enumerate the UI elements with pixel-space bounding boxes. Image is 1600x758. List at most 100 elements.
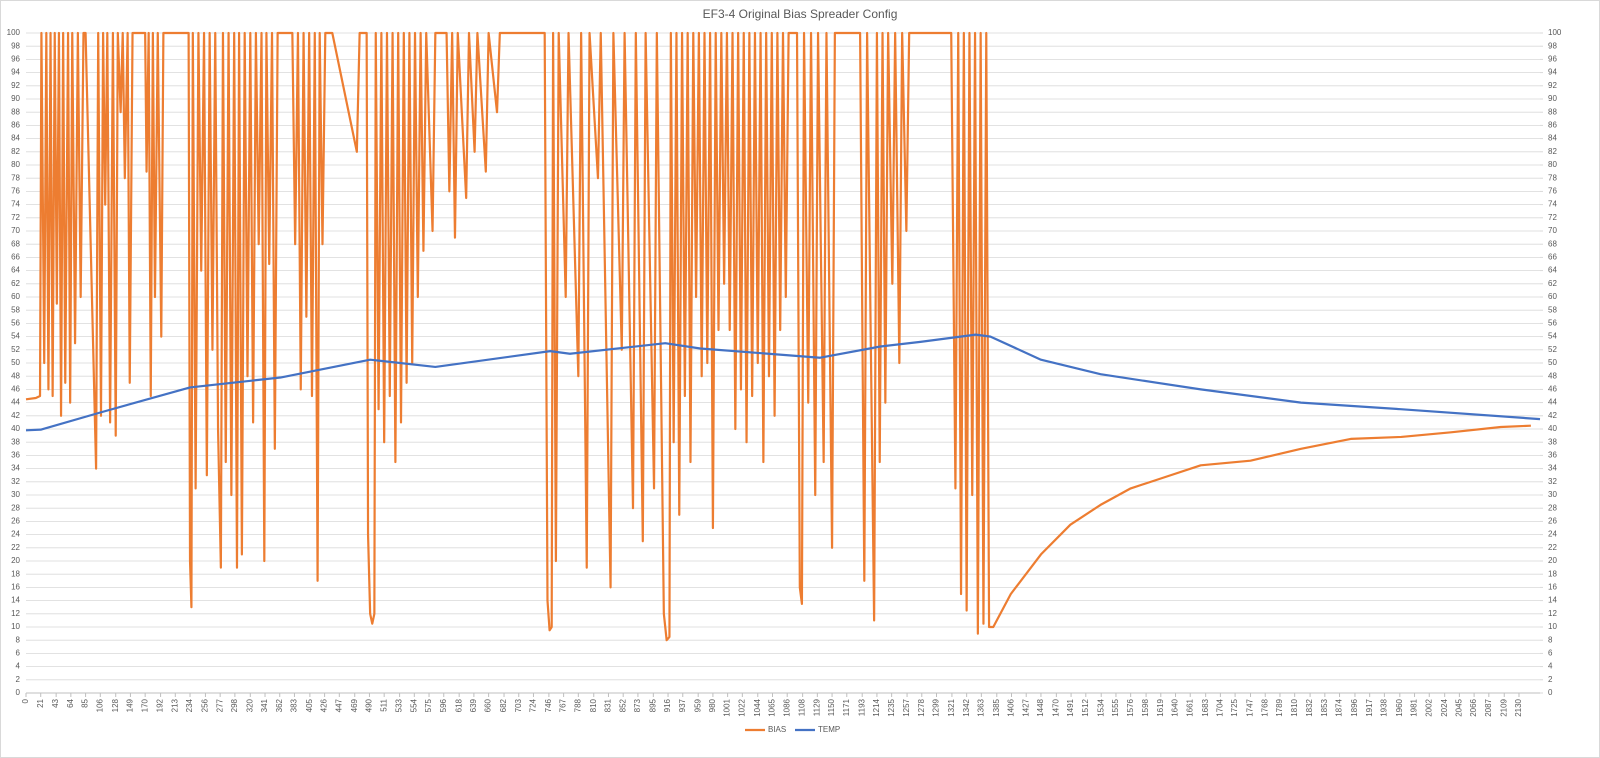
x-tick-label: 277 xyxy=(215,698,224,712)
y-tick-label: 46 xyxy=(11,385,20,394)
y2-tick-label: 70 xyxy=(1548,226,1557,235)
y2-tick-label: 20 xyxy=(1548,556,1557,565)
y2-tick-label: 98 xyxy=(1548,41,1557,50)
y-tick-label: 44 xyxy=(11,398,20,407)
x-tick-label: 660 xyxy=(484,698,493,712)
y2-tick-label: 14 xyxy=(1548,596,1557,605)
y-tick-label: 74 xyxy=(11,200,20,209)
x-tick-label: 1810 xyxy=(1290,698,1299,716)
y2-tick-label: 78 xyxy=(1548,173,1557,182)
x-tick-label: 128 xyxy=(111,698,120,712)
y-tick-label: 20 xyxy=(11,556,20,565)
x-tick-label: 1576 xyxy=(1126,698,1135,716)
y-tick-label: 30 xyxy=(11,490,20,499)
y-tick-label: 48 xyxy=(11,371,20,380)
x-tick-label: 362 xyxy=(275,698,284,712)
x-tick-label: 1512 xyxy=(1081,698,1090,716)
y-tick-label: 98 xyxy=(11,41,20,50)
series-line xyxy=(25,31,1531,642)
y-tick-label: 78 xyxy=(11,173,20,182)
y-tick-label: 24 xyxy=(11,530,20,539)
x-tick-label: 554 xyxy=(409,698,418,712)
legend-label: TEMP xyxy=(818,725,840,734)
x-tick-label: 1598 xyxy=(1141,698,1150,716)
y2-tick-label: 64 xyxy=(1548,266,1557,275)
y-tick-label: 0 xyxy=(16,688,21,697)
y2-tick-label: 12 xyxy=(1548,609,1557,618)
x-tick-label: 298 xyxy=(230,698,239,712)
x-tick-label: 1896 xyxy=(1350,698,1359,716)
y2-tick-label: 62 xyxy=(1548,279,1557,288)
x-tick-label: 1193 xyxy=(857,698,866,716)
y2-tick-label: 30 xyxy=(1548,490,1557,499)
y2-tick-label: 48 xyxy=(1548,371,1557,380)
x-tick-label: 1342 xyxy=(962,698,971,716)
y2-tick-label: 68 xyxy=(1548,239,1557,248)
x-tick-label: 2109 xyxy=(1499,698,1508,716)
y-tick-label: 58 xyxy=(11,305,20,314)
y-tick-label: 100 xyxy=(7,28,21,37)
x-tick-label: 1235 xyxy=(887,698,896,716)
y-tick-label: 12 xyxy=(11,609,20,618)
y2-tick-label: 66 xyxy=(1548,253,1557,262)
x-tick-label: 85 xyxy=(81,698,90,707)
x-tick-label: 213 xyxy=(170,698,179,712)
x-tick-label: 426 xyxy=(320,698,329,712)
y-tick-label: 68 xyxy=(11,239,20,248)
x-tick-label: 21 xyxy=(36,698,45,707)
y2-tick-label: 54 xyxy=(1548,332,1557,341)
y-tick-label: 62 xyxy=(11,279,20,288)
y2-tick-label: 10 xyxy=(1548,622,1557,631)
x-tick-label: 1874 xyxy=(1335,698,1344,716)
y-tick-label: 32 xyxy=(11,477,20,486)
x-tick-label: 1321 xyxy=(947,698,956,716)
y-tick-label: 22 xyxy=(11,543,20,552)
x-tick-label: 2066 xyxy=(1469,698,1478,716)
x-tick-label: 1704 xyxy=(1215,698,1224,716)
x-tick-label: 767 xyxy=(559,698,568,712)
x-tick-label: 1683 xyxy=(1201,698,1210,716)
y2-tick-label: 80 xyxy=(1548,160,1557,169)
y-tick-label: 80 xyxy=(11,160,20,169)
x-tick-label: 1938 xyxy=(1380,698,1389,716)
x-tick-label: 1661 xyxy=(1185,698,1194,716)
x-tick-label: 0 xyxy=(21,698,30,703)
x-tick-label: 405 xyxy=(305,698,314,712)
y-tick-label: 76 xyxy=(11,187,20,196)
y-tick-label: 70 xyxy=(11,226,20,235)
y2-tick-label: 44 xyxy=(1548,398,1557,407)
x-tick-label: 1427 xyxy=(1021,698,1030,716)
y2-tick-label: 38 xyxy=(1548,437,1557,446)
y2-tick-label: 94 xyxy=(1548,68,1557,77)
x-tick-label: 1534 xyxy=(1096,698,1105,716)
x-tick-label: 170 xyxy=(140,698,149,712)
y2-tick-label: 58 xyxy=(1548,305,1557,314)
x-tick-label: 1491 xyxy=(1066,698,1075,716)
y2-tick-label: 50 xyxy=(1548,358,1557,367)
y-tick-label: 26 xyxy=(11,517,20,526)
y-tick-label: 34 xyxy=(11,464,20,473)
x-tick-label: 916 xyxy=(663,698,672,712)
x-tick-label: 724 xyxy=(529,698,538,712)
x-tick-label: 149 xyxy=(126,698,135,712)
y-tick-label: 40 xyxy=(11,424,20,433)
y-tick-label: 86 xyxy=(11,121,20,130)
y2-tick-label: 24 xyxy=(1548,530,1557,539)
x-tick-label: 1832 xyxy=(1305,698,1314,716)
y-tick-label: 28 xyxy=(11,503,20,512)
x-tick-label: 1555 xyxy=(1111,698,1120,716)
x-tick-label: 2002 xyxy=(1424,698,1433,716)
y2-tick-label: 42 xyxy=(1548,411,1557,420)
x-tick-label: 1065 xyxy=(768,698,777,716)
x-tick-label: 1257 xyxy=(902,698,911,716)
x-tick-label: 2045 xyxy=(1455,698,1464,716)
y-tick-label: 36 xyxy=(11,451,20,460)
x-tick-label: 1363 xyxy=(976,698,985,716)
x-tick-label: 320 xyxy=(245,698,254,712)
y2-tick-label: 28 xyxy=(1548,503,1557,512)
x-tick-label: 746 xyxy=(544,698,553,712)
y-tick-label: 50 xyxy=(11,358,20,367)
x-tick-label: 1278 xyxy=(917,698,926,716)
y-tick-label: 90 xyxy=(11,94,20,103)
x-tick-label: 703 xyxy=(514,698,523,712)
